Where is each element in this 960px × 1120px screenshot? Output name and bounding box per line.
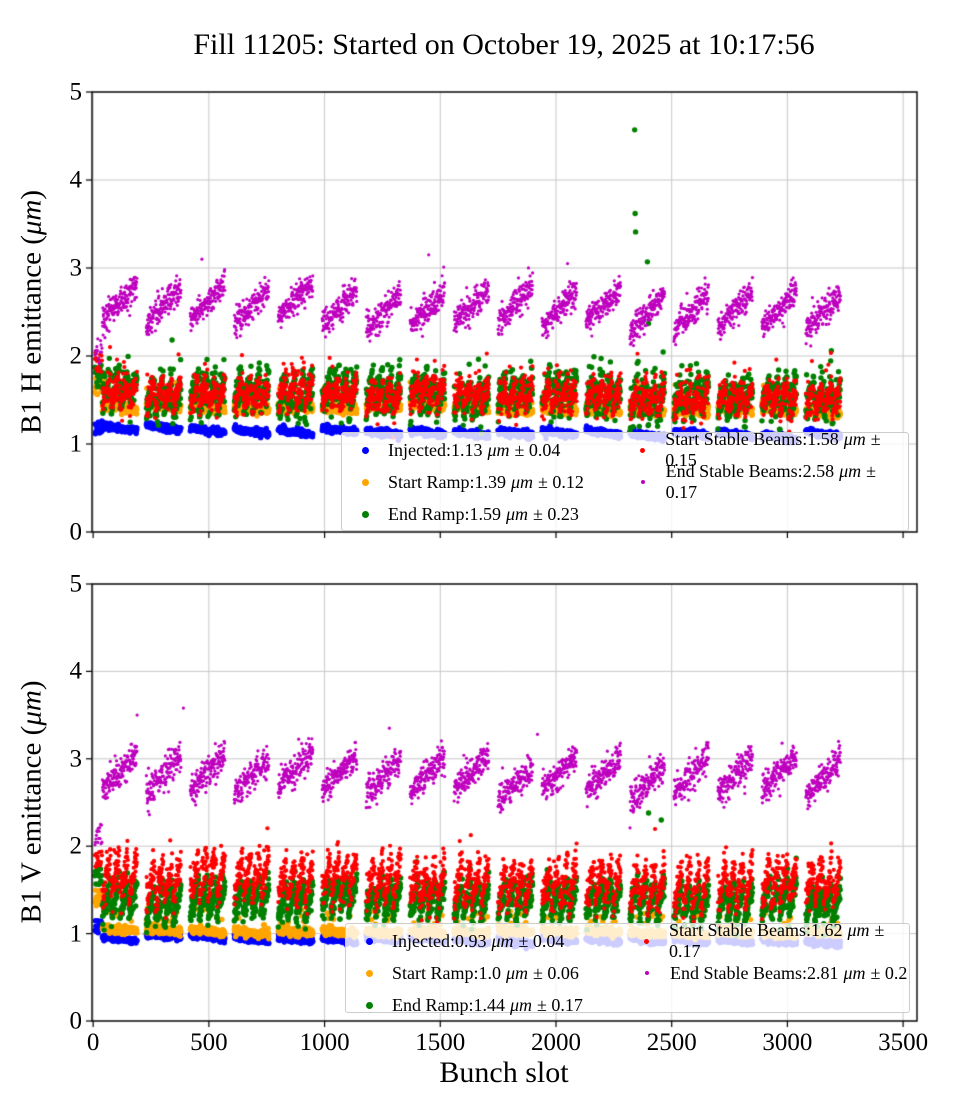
legend-item-end-stable: End Stable Beams:2.58 μm ± 0.17 <box>632 461 908 502</box>
x-axis-label: Bunch slot <box>439 1056 569 1089</box>
legend-label: Start Stable Beams:1.58 μm ± 0.15 <box>665 429 881 470</box>
injected-marker-icon <box>365 937 373 945</box>
legend-marker-box <box>632 480 654 484</box>
mu-unit: μm <box>15 199 48 236</box>
y-tick-label: 0 <box>69 1007 83 1035</box>
end-stable-marker-icon <box>645 971 649 975</box>
legend-item-start-ramp: Start Ramp:1.39 μm ± 0.12 <box>354 466 584 498</box>
y-tick-label: 3 <box>69 745 83 773</box>
legend-top: Injected:1.13 μm ± 0.04 Start Ramp:1.39 μm ±… <box>341 429 909 531</box>
start-ramp-marker-icon <box>365 969 373 977</box>
y-axis-label-v: B1 V emittance (μm) <box>16 680 49 923</box>
mu-unit: μm <box>15 690 48 726</box>
y-tick-label: 2 <box>69 832 83 860</box>
x-tick-label: 2000 <box>530 1029 581 1056</box>
legend-label: Injected:0.93 μm ± 0.04 <box>392 930 565 951</box>
start-stable-marker-icon <box>640 447 646 453</box>
legend-label: End Ramp:1.59 μm ± 0.23 <box>388 503 579 524</box>
y-tick-label: 4 <box>69 657 83 685</box>
legend-label: Start Ramp:1.0 μm ± 0.06 <box>392 962 579 983</box>
legend-label: Injected:1.13 μm ± 0.04 <box>388 439 561 460</box>
injected-marker-icon <box>361 446 369 454</box>
legend-label: End Stable Beams:2.81 μm ± 0.2 <box>670 962 908 983</box>
legend-item-injected: Injected:0.93 μm ± 0.04 <box>358 925 564 957</box>
legend-bottom: Injected:0.93 μm ± 0.04 Start Ramp:1.0 μm ± … <box>345 920 910 1015</box>
end-ramp-marker-icon <box>361 510 369 518</box>
x-tick-label: 0 <box>86 1029 100 1056</box>
y-tick-label: 2 <box>69 342 83 370</box>
legend-item-end-ramp: End Ramp:1.59 μm ± 0.23 <box>354 498 579 530</box>
y-axis-label-h: B1 H emittance (μm) <box>16 190 49 434</box>
legend-marker-box <box>636 971 658 975</box>
figure-title: Fill 11205: Started on October 19, 2025 … <box>193 28 815 61</box>
y-tick-label: 0 <box>69 518 83 546</box>
x-tick-label: 2500 <box>646 1029 697 1056</box>
x-tick-label: 3000 <box>762 1029 813 1056</box>
legend-item-start-stable: Start Stable Beams:1.58 μm ± 0.15 <box>632 429 908 470</box>
start-stable-marker-icon <box>644 938 649 944</box>
y-tick-label: 5 <box>69 570 83 598</box>
legend-marker-box <box>358 937 380 945</box>
end-ramp-marker-icon <box>365 1001 373 1009</box>
legend-label: End Ramp:1.44 μm ± 0.17 <box>392 994 583 1015</box>
y-tick-label: 1 <box>69 430 83 458</box>
y-tick-label: 3 <box>69 254 83 282</box>
legend-label: Start Stable Beams:1.62 μm ± 0.17 <box>669 920 885 961</box>
legend-marker-box <box>636 938 657 944</box>
x-tick-label: 1000 <box>299 1029 350 1056</box>
y-tick-label: 5 <box>69 78 83 106</box>
y-tick-label: 4 <box>69 166 83 194</box>
legend-marker-box <box>354 478 376 486</box>
x-tick-label: 3500 <box>878 1029 929 1056</box>
legend-item-start-ramp: Start Ramp:1.0 μm ± 0.06 <box>358 957 579 989</box>
legend-marker-box <box>354 510 376 518</box>
end-stable-marker-icon <box>640 480 645 484</box>
x-tick-label: 500 <box>190 1029 228 1056</box>
start-ramp-marker-icon <box>361 478 369 486</box>
legend-label: Start Ramp:1.39 μm ± 0.12 <box>388 471 584 492</box>
legend-item-end-ramp: End Ramp:1.44 μm ± 0.17 <box>358 989 583 1021</box>
y-tick-label: 1 <box>69 920 83 948</box>
legend-item-end-stable: End Stable Beams:2.81 μm ± 0.2 <box>636 957 907 989</box>
legend-marker-box <box>632 447 653 453</box>
legend-item-injected: Injected:1.13 μm ± 0.04 <box>354 434 560 466</box>
legend-marker-box <box>358 1001 380 1009</box>
legend-item-start-stable: Start Stable Beams:1.62 μm ± 0.17 <box>636 920 909 961</box>
legend-marker-box <box>358 969 380 977</box>
legend-marker-box <box>354 446 376 454</box>
legend-label: End Stable Beams:2.58 μm ± 0.17 <box>665 461 877 502</box>
x-tick-label: 1500 <box>415 1029 466 1056</box>
